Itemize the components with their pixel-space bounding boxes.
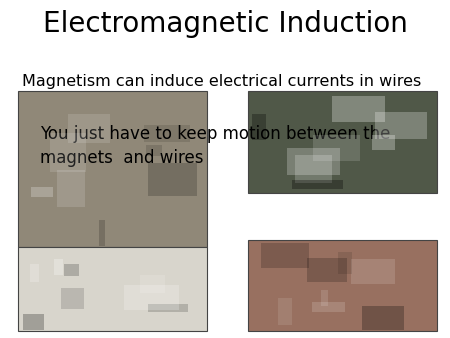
Bar bbox=[18, 91, 207, 247]
Bar bbox=[54, 259, 63, 274]
Bar bbox=[18, 247, 207, 331]
Bar bbox=[140, 275, 165, 293]
Bar bbox=[30, 264, 40, 282]
Text: You just have to keep motion between the
magnets  and wires: You just have to keep motion between the… bbox=[40, 125, 391, 167]
Text: Magnetism can induce electrical currents in wires: Magnetism can induce electrical currents… bbox=[22, 74, 422, 89]
Bar bbox=[148, 304, 188, 312]
Bar bbox=[64, 264, 80, 276]
Text: Electromagnetic Induction: Electromagnetic Induction bbox=[43, 10, 407, 38]
Bar bbox=[57, 170, 85, 207]
Bar bbox=[307, 258, 347, 282]
Bar bbox=[31, 187, 53, 197]
Bar bbox=[287, 148, 340, 175]
Bar bbox=[146, 145, 162, 156]
Bar bbox=[22, 314, 45, 330]
Bar bbox=[248, 240, 436, 331]
Bar bbox=[278, 298, 292, 324]
Bar bbox=[338, 252, 352, 274]
Bar bbox=[296, 155, 332, 183]
Bar bbox=[252, 114, 266, 140]
Bar bbox=[332, 96, 385, 122]
Bar bbox=[124, 285, 179, 310]
Bar bbox=[312, 302, 345, 312]
Bar bbox=[351, 259, 395, 284]
Bar bbox=[68, 114, 110, 143]
Bar bbox=[292, 180, 343, 189]
Bar bbox=[50, 133, 86, 172]
Bar bbox=[248, 91, 436, 193]
Bar bbox=[144, 125, 190, 142]
Bar bbox=[314, 135, 360, 161]
Bar bbox=[321, 290, 328, 306]
Bar bbox=[372, 135, 395, 150]
Bar bbox=[362, 306, 404, 330]
Bar bbox=[375, 112, 427, 139]
Bar bbox=[148, 163, 198, 196]
Bar bbox=[261, 243, 309, 268]
Bar bbox=[61, 288, 84, 309]
Bar bbox=[99, 220, 105, 246]
